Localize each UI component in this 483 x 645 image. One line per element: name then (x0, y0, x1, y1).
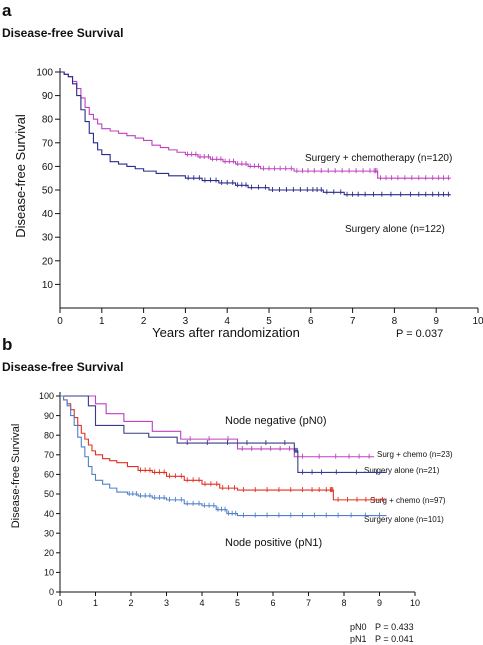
panel-b-y-tick-label: 0 (49, 587, 54, 597)
panel-b-series-3-line (60, 395, 387, 517)
panel-b-x-tick-label: 4 (199, 598, 204, 608)
panel-b-x-tick-label: 2 (128, 598, 133, 608)
panel-a-x-axis-label: Years after randomization (152, 325, 300, 340)
panel-a-y-tick-label: 100 (36, 68, 53, 79)
panel-a-x-tick-label: 1 (99, 316, 105, 327)
panel-a-y-tick-label: 70 (42, 138, 54, 149)
panel-a-y-tick-label: 30 (42, 233, 54, 244)
panel-a-p-value: P = 0.037 (396, 328, 443, 340)
panel-b-x-tick-label: 9 (377, 598, 382, 608)
panel-a-y-axis-label: Disease-free Survival (13, 114, 28, 238)
panel-a-x-tick-label: 3 (183, 316, 189, 327)
panel-a-y-tick-label: 80 (42, 115, 54, 126)
panel-a-x-tick-label: 7 (350, 316, 356, 327)
panel-b-y-axis-label: Disease-free Survival (10, 424, 22, 529)
panel-a-y-tick-label: 50 (42, 186, 54, 197)
panel-b-pn0-p-value: P = 0.433 (375, 622, 414, 632)
panel-b-y-tick-label: 80 (44, 430, 54, 440)
panel-a-x-tick-label: 0 (57, 316, 63, 327)
panel-b-legend-alone-pn0: Surgery alone (n=21) (364, 466, 440, 475)
panel-b-x-tick-label: 7 (306, 598, 311, 608)
panel-a-x-tick-label: 2 (141, 316, 147, 327)
panel-a-y-tick-label: 90 (42, 91, 54, 102)
panel-a-x-tick-label: 5 (266, 316, 272, 327)
panel-b-y-tick-label: 70 (44, 450, 54, 460)
panel-b-y-tick-label: 20 (44, 548, 54, 558)
panel-b-y-tick-label: 40 (44, 509, 54, 519)
panel-b-x-tick-label: 10 (410, 598, 420, 608)
panel-a-legend-alone: Surgery alone (n=122) (345, 224, 445, 235)
panel-b-y-tick-label: 30 (44, 528, 54, 538)
panel-b-x-tick-label: 1 (93, 598, 98, 608)
panel-b-node-positive-label: Node positive (pN1) (225, 537, 322, 549)
panel-a-y-tick-label: 60 (42, 162, 54, 173)
panel-b-label: b (2, 335, 12, 354)
panel-a-y-tick-label: 20 (42, 256, 54, 267)
panel-a-legend-chemo: Surgery + chemotherapy (n=120) (305, 153, 452, 164)
panel-a-x-tick-label: 6 (308, 316, 314, 327)
panel-b-title: Disease-free Survival (2, 360, 123, 374)
panel-a-x-tick-label: 8 (392, 316, 398, 327)
panel-a-series-0-line (60, 71, 451, 179)
panel-b-y-tick-label: 60 (44, 470, 54, 480)
panel-b-x-tick-label: 0 (57, 598, 62, 608)
panel-b-node-negative-label: Node negative (pN0) (225, 415, 327, 427)
panel-b-series-1-line (60, 395, 387, 473)
panel-b-y-tick-label: 90 (44, 411, 54, 421)
panel-b-series-0-line (60, 395, 375, 458)
panel-b-pn1-label: pN1 (350, 634, 367, 644)
panel-b-x-tick-label: 6 (270, 598, 275, 608)
panel-b-y-tick-label: 100 (39, 391, 54, 401)
panel-b-x-tick-label: 8 (341, 598, 346, 608)
panel-b-pn0-label: pN0 (350, 622, 367, 632)
panel-a-label: a (2, 1, 12, 20)
panel-a-y-tick-label: 40 (42, 209, 54, 220)
panel-b-x-tick-label: 5 (235, 598, 240, 608)
panel-b-y-tick-label: 10 (44, 568, 54, 578)
panel-a-x-tick-label: 9 (433, 316, 439, 327)
panel-b-pn1-p-value: P = 0.041 (375, 634, 414, 644)
panel-a-x-tick-label: 10 (472, 316, 483, 327)
panel-b-legend-alone-pn1: Surgery alone (n=101) (364, 515, 444, 524)
panel-b-x-tick-label: 3 (164, 598, 169, 608)
panel-a-x-tick-label: 4 (224, 316, 230, 327)
panel-a-y-tick-label: 10 (42, 280, 54, 291)
panel-b-legend-chemo-pn0: Surg + chemo (n=23) (377, 450, 453, 459)
panel-a-title: Disease-free Survival (2, 26, 123, 40)
panel-b-y-tick-label: 50 (44, 489, 54, 499)
panel-b-legend-chemo-pn1: Surg + chemo (n=97) (370, 496, 446, 505)
